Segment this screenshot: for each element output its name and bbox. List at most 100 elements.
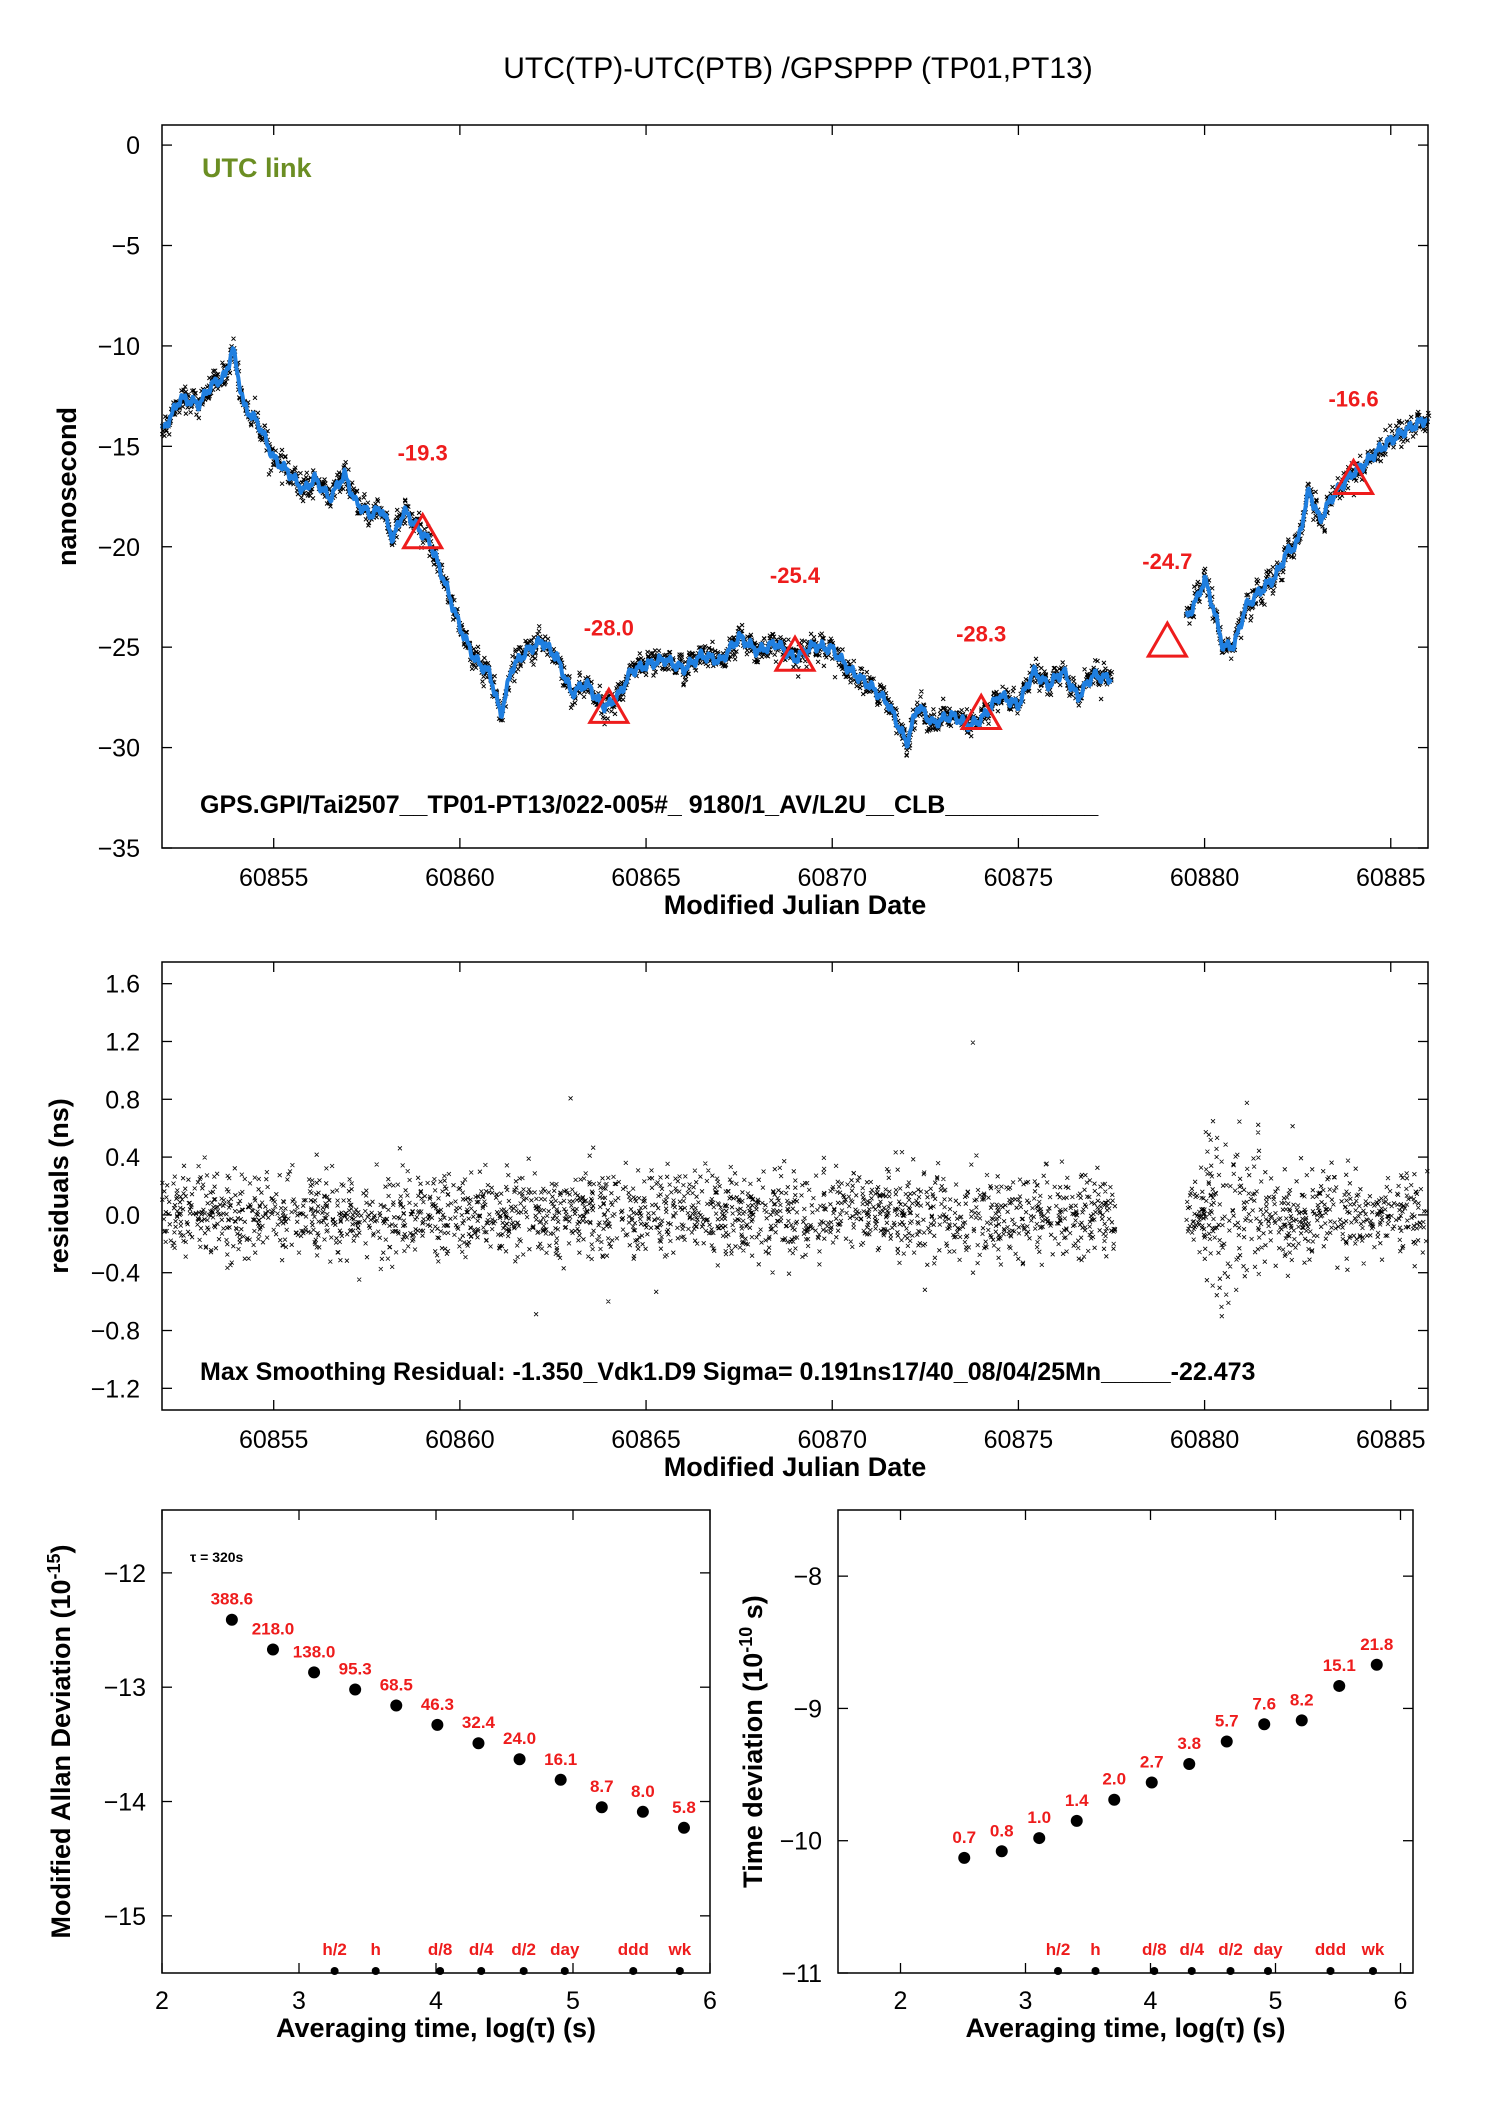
- y-axis-title-end: s): [738, 1595, 768, 1627]
- data-point: [308, 1666, 321, 1679]
- time-mark-label: day: [1253, 1940, 1283, 1959]
- time-mark-label: wk: [1361, 1940, 1385, 1959]
- data-point: [390, 1699, 403, 1712]
- data-point-label: 8.0: [631, 1782, 655, 1801]
- data-point: [472, 1737, 485, 1750]
- data-point-label: 16.1: [544, 1750, 577, 1769]
- y-axis-title: residuals (ns): [44, 1098, 74, 1274]
- x-tick-label: 4: [1144, 1987, 1158, 2015]
- y-tick-label: −13: [104, 1674, 146, 1702]
- data-point-label: 7.6: [1252, 1694, 1276, 1713]
- time-mark-label: d/2: [511, 1940, 536, 1959]
- data-point-label: 68.5: [380, 1675, 413, 1694]
- plot-frame: [161, 124, 1429, 849]
- time-mark-dot: [1054, 1967, 1062, 1975]
- x-tick-label: 60870: [797, 864, 867, 892]
- triangle-marker: [401, 511, 445, 550]
- y-axis-title: Modified Allan Deviation (10-15): [44, 1544, 76, 1938]
- x-axis-title: Modified Julian Date: [664, 1452, 927, 1482]
- data-point-label: 46.3: [421, 1695, 454, 1714]
- time-mark-label: d/4: [469, 1940, 494, 1959]
- y-tick-label: 0: [126, 132, 140, 160]
- time-mark-label: d/4: [1179, 1940, 1204, 1959]
- data-point: [677, 1821, 690, 1834]
- marker-value-label: -24.7: [1142, 549, 1192, 574]
- data-point-label: 1.0: [1027, 1808, 1051, 1827]
- y-tick-label: −8: [793, 1563, 822, 1591]
- time-mark-dot: [629, 1967, 638, 1975]
- x-axis-title: Averaging time, log(τ) (s): [965, 2013, 1285, 2043]
- y-tick-label: −11: [781, 1960, 822, 1988]
- y-tick-label: −0.4: [91, 1260, 140, 1288]
- time-mark-dot: [1226, 1967, 1235, 1975]
- y-tick-label: 0.0: [105, 1202, 140, 1230]
- raw-data-points: [1183, 409, 1432, 662]
- data-point-label: 1.4: [1065, 1791, 1089, 1810]
- time-mark-label: h: [371, 1940, 381, 1959]
- data-point-label: 2.0: [1102, 1770, 1126, 1789]
- marker-value-label: -28.0: [584, 615, 634, 640]
- x-tick-label: 6: [1394, 1987, 1408, 2015]
- time-mark-label: d/8: [428, 1940, 453, 1959]
- x-tick-label: 3: [292, 1987, 306, 2015]
- y-axis-title-exponent: -10: [736, 1627, 756, 1653]
- x-tick-label: 2: [155, 1987, 169, 2015]
- time-deviation-panel: 0.7 0.8 1.0 1.4 2.0 2.7 3.8 5.7 7.6 8.2 15.121.8 h/…: [736, 1509, 1414, 2043]
- data-point: [1070, 1814, 1083, 1827]
- data-point-label: 388.6: [211, 1590, 254, 1609]
- time-mark-dot: [675, 1967, 684, 1975]
- data-point: [513, 1753, 526, 1766]
- x-tick-label: 60870: [797, 1426, 867, 1454]
- footnote: Max Smoothing Residual: -1.350_Vdk1.D9 S…: [200, 1358, 1255, 1386]
- time-mark-dot: [1369, 1967, 1377, 1975]
- x-tick-label: 3: [1019, 1987, 1033, 2015]
- x-tick-label: 60885: [1356, 864, 1426, 892]
- time-mark-label: h/2: [322, 1940, 347, 1959]
- marker-value-label: -28.3: [956, 621, 1006, 646]
- data-point: [1295, 1714, 1308, 1727]
- data-point-label: 24.0: [503, 1729, 536, 1748]
- y-tick-label: −9: [793, 1695, 822, 1723]
- data-point: [1333, 1679, 1346, 1692]
- legend-label: UTC link: [202, 153, 312, 183]
- marker-value-label: -19.3: [398, 441, 448, 466]
- time-mark-dot: [436, 1967, 445, 1975]
- time-mark-dot: [371, 1967, 380, 1975]
- triangle-marker: [1331, 457, 1376, 495]
- x-tick-label: 5: [1269, 1987, 1283, 2015]
- modified-allan-deviation-panel: 388.6 218.0 138.095.3 68.5 46.3 32.4 24.0 16.1 8…: [44, 1509, 717, 2043]
- time-mark-label: day: [550, 1940, 580, 1959]
- plot-frame: [161, 1509, 711, 1974]
- x-tick-label: 60875: [984, 1426, 1054, 1454]
- data-point: [1183, 1757, 1196, 1770]
- footnote: GPS.GPI/Tai2507__TP01-PT13/022-005#_ 918…: [200, 791, 1099, 819]
- time-mark-dot: [1326, 1967, 1335, 1975]
- data-point-label: 218.0: [252, 1619, 295, 1638]
- y-tick-label: −15: [98, 433, 140, 461]
- y-tick-label: −12: [104, 1560, 146, 1588]
- x-tick-label: 60855: [239, 1426, 309, 1454]
- y-tick-label: 1.2: [105, 1028, 140, 1056]
- y-tick-label: −1.2: [91, 1375, 140, 1403]
- marker-value-label: -25.4: [770, 563, 821, 588]
- data-point-label: 21.8: [1360, 1635, 1393, 1654]
- residuals-panel: 60855 60860 60865 60870 60875 60880 60885 1.6 1.…: [44, 961, 1430, 1482]
- data-point: [1145, 1776, 1158, 1789]
- time-mark-label: wk: [668, 1940, 692, 1959]
- data-point-label: 138.0: [293, 1642, 336, 1661]
- time-series-panel: -19.3 -28.0 -25.4 -28.3 -24.7 -16.6 60855 60860…: [52, 124, 1432, 920]
- figure-title: UTC(TP)-UTC(PTB) /GPSPPP (TP01,PT13): [503, 52, 1093, 85]
- data-point: [225, 1613, 238, 1626]
- data-point-label: 5.7: [1215, 1712, 1239, 1731]
- x-tick-label: 60860: [425, 1426, 495, 1454]
- data-point: [1258, 1718, 1271, 1731]
- residual-points: [160, 1040, 1430, 1319]
- triangle-marker: [587, 686, 631, 724]
- y-tick-label: −30: [98, 735, 140, 763]
- x-tick-label: 5: [566, 1987, 580, 2015]
- y-tick-label: 0.8: [105, 1086, 140, 1114]
- time-mark-label: d/8: [1142, 1940, 1167, 1959]
- y-tick-label: −10: [98, 333, 140, 361]
- data-point-label: 8.2: [1290, 1690, 1314, 1709]
- y-axis-title-end: ): [46, 1544, 76, 1553]
